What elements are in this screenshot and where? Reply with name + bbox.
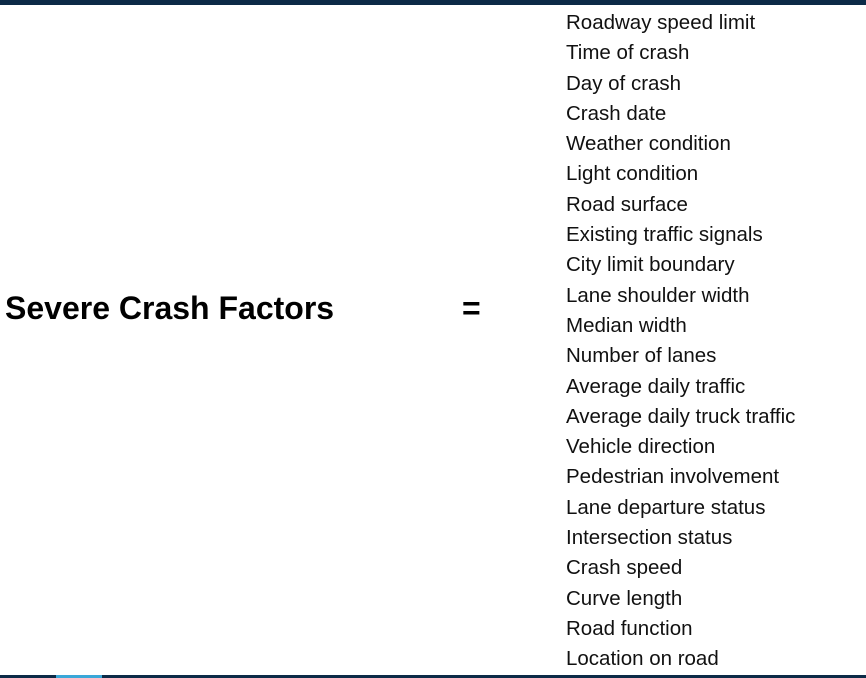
factor-item: Lane shoulder width <box>566 283 750 307</box>
factor-item: Crash speed <box>566 556 683 580</box>
factor-item: Curve length <box>566 586 683 610</box>
factor-item: Existing traffic signals <box>566 223 763 247</box>
bottom-frame-border <box>0 675 866 678</box>
factor-item: Time of crash <box>566 41 690 65</box>
factor-item: Crash date <box>566 101 667 125</box>
factor-item: Day of crash <box>566 71 682 95</box>
factor-item: Roadway speed limit <box>566 11 756 34</box>
factor-item: Average daily truck traffic <box>566 404 796 428</box>
factor-item: Vehicle direction <box>566 435 716 459</box>
factor-item: City limit boundary <box>566 253 735 277</box>
factor-item: Number of lanes <box>566 344 717 368</box>
factor-item: Road surface <box>566 192 688 216</box>
factor-item: Pedestrian involvement <box>566 465 780 489</box>
factor-item: Lane departure status <box>566 495 766 519</box>
factor-item: Light condition <box>566 162 699 186</box>
factor-item: Location on road <box>566 647 719 671</box>
top-frame-border <box>0 0 866 5</box>
factor-item: Median width <box>566 313 687 337</box>
bottom-accent-bar <box>56 675 102 678</box>
equation-left-side: Severe Crash Factors <box>5 290 335 326</box>
factor-item: Road function <box>566 616 693 640</box>
factor-item: Intersection status <box>566 526 733 550</box>
factor-item: Weather condition <box>566 132 731 156</box>
equals-sign: = <box>462 290 481 326</box>
factor-item: Average daily traffic <box>566 374 746 398</box>
factor-list: Roadway speed limit Time of crash Day of… <box>566 8 866 675</box>
